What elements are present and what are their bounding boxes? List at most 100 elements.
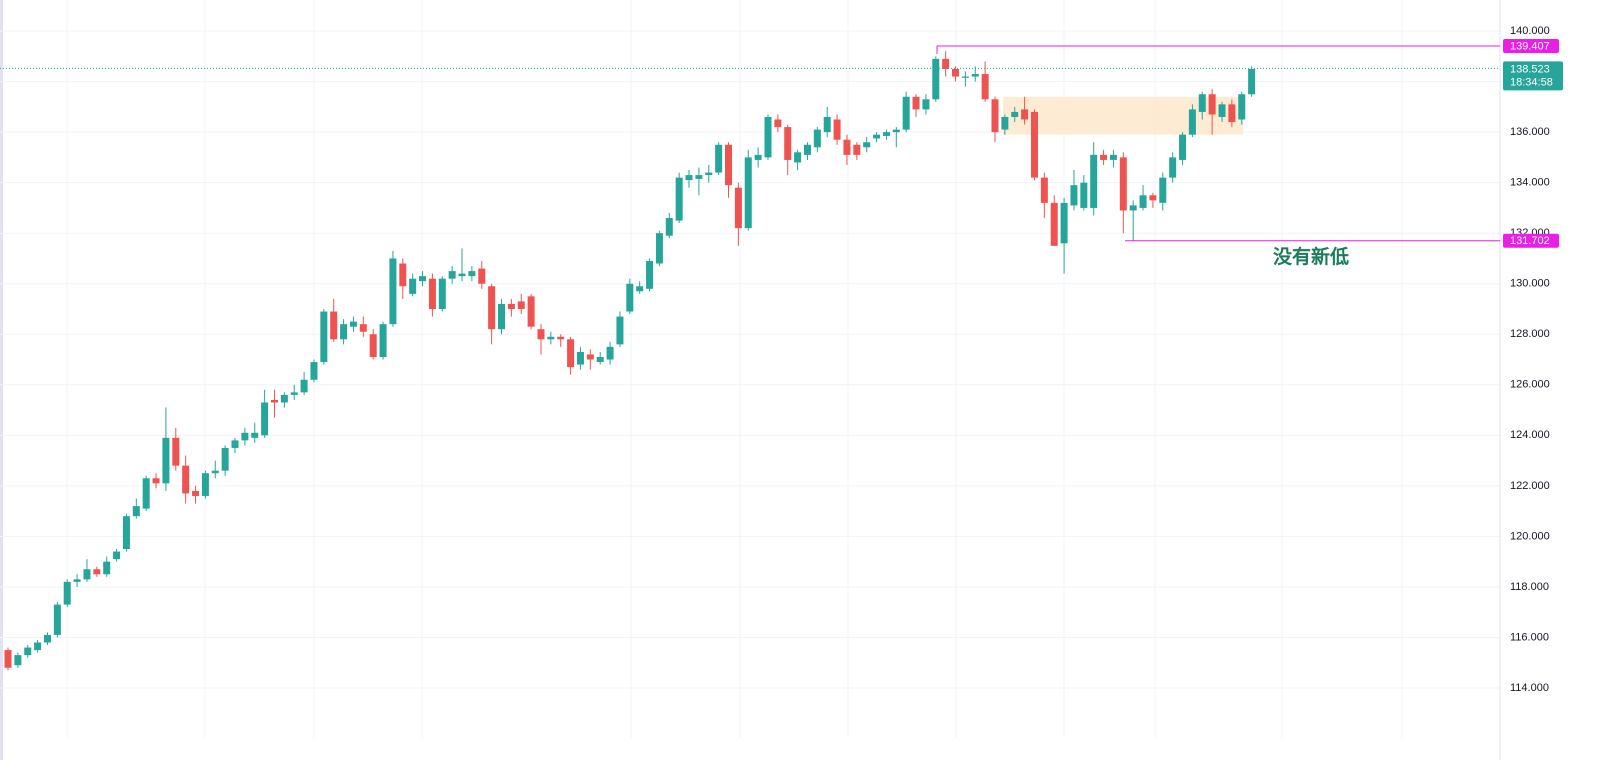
y-tick-label: 128.000 — [1510, 328, 1550, 340]
level-label-box — [1503, 233, 1559, 248]
current-price-box — [1503, 61, 1563, 91]
candle-body — [389, 258, 397, 325]
candle-body — [695, 175, 703, 179]
candle-body — [1188, 109, 1196, 135]
candle-body — [379, 324, 387, 357]
candle-body — [14, 655, 22, 666]
y-tick-label: 118.000 — [1510, 581, 1549, 593]
candle-body — [882, 132, 890, 136]
zone — [1003, 96, 1243, 135]
candle-body — [547, 336, 555, 340]
candle-body — [73, 579, 81, 582]
level-label: 139.407 — [1510, 40, 1550, 52]
candle-body — [823, 116, 831, 133]
y-tick-label: 122.000 — [1510, 480, 1550, 492]
candle-body — [438, 278, 446, 309]
candle-body — [93, 569, 101, 575]
candle-body — [705, 172, 713, 176]
y-tick-label: 124.000 — [1510, 429, 1550, 441]
candle-body — [725, 144, 733, 186]
candle-body — [1248, 68, 1256, 95]
candle-body — [1050, 202, 1058, 246]
candle-body — [1080, 182, 1088, 208]
candle-body — [1001, 116, 1009, 130]
candle-body — [981, 74, 989, 100]
candle-body — [537, 329, 545, 340]
candle-body — [734, 187, 742, 229]
candle-body — [517, 301, 525, 309]
candle-body — [715, 144, 723, 173]
candle-body — [1139, 195, 1147, 208]
candle-body — [43, 634, 51, 643]
candle-body — [409, 278, 417, 294]
candle-body — [251, 432, 259, 438]
candle-body — [221, 447, 229, 471]
candle-body — [399, 263, 407, 287]
candle-body — [83, 569, 91, 580]
candle-body — [201, 473, 209, 496]
candle-body — [606, 346, 614, 360]
candle-body — [527, 296, 535, 327]
candle-body — [892, 129, 900, 133]
candle-body — [498, 303, 505, 330]
candle-body — [1100, 154, 1108, 160]
candle-body — [172, 437, 180, 466]
candle-body — [142, 478, 150, 509]
candle-body — [971, 74, 979, 77]
candle-body — [1070, 185, 1078, 206]
annotation: 没有新低 — [1273, 245, 1349, 268]
candle-body — [991, 99, 999, 133]
candle-body — [803, 144, 811, 155]
candle-body — [478, 268, 486, 284]
candle-body — [1169, 157, 1177, 178]
candle-body — [1040, 177, 1048, 203]
candle-body — [63, 581, 71, 605]
candle-body — [1090, 154, 1098, 208]
candle-body — [428, 278, 436, 309]
candle-body — [1228, 104, 1236, 123]
candle-body — [122, 516, 130, 550]
candle-body — [774, 119, 782, 128]
candle-body — [616, 316, 624, 345]
candle-body — [961, 76, 969, 78]
candle-body — [813, 129, 821, 148]
candle-body — [665, 218, 673, 236]
candle-body — [902, 96, 910, 130]
candle-body — [280, 394, 288, 403]
candle-body — [863, 142, 871, 148]
candle-body — [1021, 109, 1029, 120]
candle-body — [270, 399, 278, 403]
candle-body — [1060, 202, 1068, 244]
candle-body — [596, 356, 604, 363]
candle-body — [1218, 104, 1226, 117]
candle-body — [1030, 111, 1038, 178]
candle-body — [754, 154, 762, 160]
candle-body — [873, 134, 881, 139]
candle-body — [458, 273, 466, 277]
y-tick-label: 120.000 — [1510, 530, 1550, 542]
candle-body — [843, 139, 851, 155]
candle-body — [211, 470, 219, 474]
candle-body — [241, 432, 249, 441]
candle-body — [932, 58, 940, 100]
candle-body — [1109, 154, 1117, 160]
candle-body — [4, 650, 12, 668]
candle-body — [794, 152, 802, 163]
y-tick-label: 136.000 — [1510, 126, 1550, 138]
candle-body — [1179, 134, 1187, 160]
candle-body — [1198, 94, 1206, 112]
candle-body — [833, 119, 841, 140]
candle-body — [349, 321, 357, 327]
candle-body — [1159, 177, 1167, 203]
candle-body — [952, 68, 960, 77]
candle-body — [103, 561, 111, 575]
candle-body — [162, 437, 170, 484]
candle-body — [290, 392, 298, 395]
candle-body — [557, 336, 565, 340]
candle-body — [182, 465, 190, 494]
candle-body — [1149, 195, 1157, 201]
candle-body — [448, 271, 456, 279]
candle-body — [646, 260, 654, 289]
